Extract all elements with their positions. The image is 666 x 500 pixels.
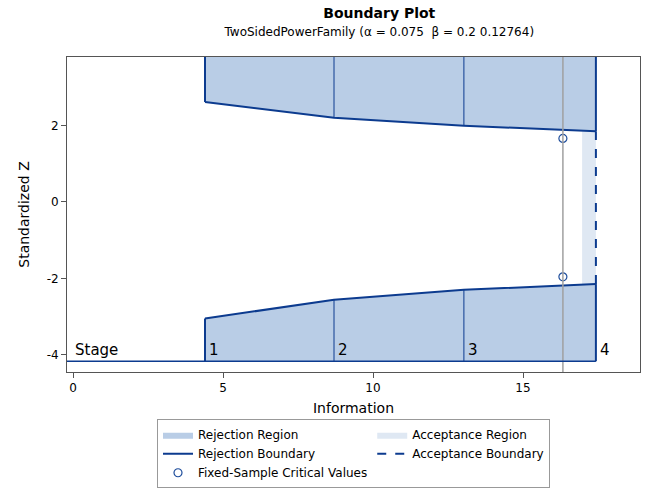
svg-text:Rejection Region: Rejection Region — [198, 428, 298, 442]
svg-text:Boundary PlotTwoSidedPowerFami: Boundary PlotTwoSidedPowerFamily (α = 0.… — [223, 5, 534, 39]
svg-text:Fixed-Sample Critical Values: Fixed-Sample Critical Values — [198, 466, 367, 480]
svg-text:0: 0 — [51, 195, 59, 209]
svg-text:5: 5 — [219, 381, 227, 395]
svg-text:3: 3 — [468, 341, 478, 359]
svg-text:Standardized Z: Standardized Z — [16, 161, 32, 267]
svg-text:-4: -4 — [47, 348, 59, 362]
svg-text:1: 1 — [209, 341, 219, 359]
svg-text:10: 10 — [365, 381, 380, 395]
svg-text:Rejection Boundary: Rejection Boundary — [198, 447, 315, 461]
svg-text:Acceptance Boundary: Acceptance Boundary — [412, 447, 543, 461]
svg-text:0: 0 — [69, 381, 77, 395]
svg-text:Information: Information — [313, 400, 394, 416]
svg-text:Acceptance Region: Acceptance Region — [412, 428, 527, 442]
svg-text:2: 2 — [51, 119, 59, 133]
svg-text:-2: -2 — [47, 272, 59, 286]
svg-text:15: 15 — [515, 381, 530, 395]
svg-text:2: 2 — [338, 341, 348, 359]
svg-text:4: 4 — [600, 341, 610, 359]
svg-text:Stage: Stage — [75, 341, 118, 359]
